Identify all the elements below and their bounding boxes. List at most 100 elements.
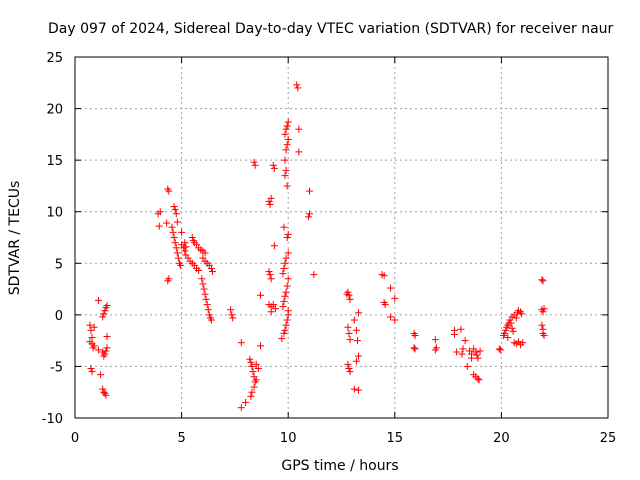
data-point — [539, 329, 547, 337]
data-point — [431, 336, 439, 344]
data-point — [228, 311, 236, 319]
data-point — [283, 282, 291, 290]
data-point — [163, 219, 171, 227]
data-point — [507, 319, 515, 327]
x-axis-label: GPS time / hours — [281, 458, 398, 474]
data-point — [266, 200, 274, 208]
data-point — [283, 122, 291, 130]
data-point — [237, 339, 245, 347]
y-tick-label: -5 — [50, 360, 63, 375]
data-point — [279, 303, 287, 311]
data-point — [271, 305, 279, 313]
data-point — [172, 244, 180, 252]
data-point — [495, 345, 503, 353]
data-point — [270, 164, 278, 172]
data-point — [293, 81, 301, 89]
data-point — [538, 321, 546, 329]
data-point — [281, 259, 289, 267]
data-point — [518, 310, 526, 318]
data-point — [502, 326, 510, 334]
data-point — [247, 392, 255, 400]
data-point — [199, 280, 207, 288]
data-point — [344, 360, 352, 368]
data-point — [102, 347, 110, 355]
data-point — [539, 277, 547, 285]
data-point — [101, 307, 109, 315]
data-point — [387, 313, 395, 321]
data-point — [188, 234, 196, 241]
data-point — [463, 362, 471, 370]
data-point — [411, 331, 419, 339]
data-point — [350, 385, 358, 393]
data-point — [380, 272, 388, 280]
data-point — [102, 391, 110, 399]
data-point — [195, 267, 203, 275]
data-point — [458, 350, 466, 358]
data-point — [345, 364, 353, 372]
data-point — [279, 270, 287, 278]
data-point — [267, 308, 275, 316]
data-point — [227, 306, 235, 314]
data-point — [453, 348, 461, 356]
data-point — [266, 271, 274, 279]
data-point — [391, 294, 399, 302]
x-tick-label: 25 — [600, 431, 617, 446]
data-point — [496, 346, 504, 354]
data-point — [431, 346, 439, 354]
data-point — [391, 316, 399, 324]
data-point — [411, 345, 419, 353]
data-point — [156, 208, 164, 216]
y-tick-label: 10 — [46, 206, 63, 221]
data-point — [94, 296, 102, 304]
data-point — [283, 316, 291, 324]
data-point — [281, 130, 289, 138]
data-point — [344, 323, 352, 331]
y-tick-label: 25 — [46, 51, 63, 66]
data-point — [229, 314, 237, 322]
data-point — [170, 203, 178, 211]
data-point — [282, 146, 290, 154]
data-point — [200, 285, 208, 293]
data-point — [173, 249, 181, 257]
data-point — [283, 141, 291, 149]
data-point — [294, 84, 302, 92]
data-point — [86, 338, 94, 346]
data-point — [355, 309, 363, 317]
x-tick-label: 5 — [177, 431, 185, 446]
data-point — [284, 136, 292, 144]
data-point — [284, 118, 292, 126]
data-point — [509, 327, 517, 335]
data-point — [270, 242, 278, 250]
data-point — [504, 334, 512, 342]
data-point — [501, 329, 509, 337]
data-point — [252, 376, 260, 384]
data-point — [306, 187, 314, 195]
data-point — [87, 364, 95, 372]
data-point — [169, 228, 177, 236]
data-point — [201, 249, 209, 257]
data-point — [284, 249, 292, 257]
data-point — [237, 404, 245, 412]
data-point — [202, 295, 210, 303]
data-point — [88, 368, 96, 376]
data-point — [457, 325, 465, 333]
data-point — [209, 268, 217, 276]
data-point — [473, 351, 481, 359]
data-point — [310, 271, 318, 279]
data-point — [540, 305, 548, 313]
data-point — [248, 362, 256, 370]
data-point — [172, 210, 180, 218]
data-point — [282, 166, 290, 174]
data-point — [252, 360, 260, 368]
data-point — [256, 342, 264, 350]
data-point — [250, 158, 258, 166]
data-point — [269, 161, 277, 169]
data-points — [86, 81, 548, 412]
data-point — [353, 337, 361, 345]
data-point — [450, 330, 458, 338]
data-point — [283, 234, 291, 241]
data-point — [204, 306, 212, 314]
x-tick-label: 10 — [280, 431, 297, 446]
chart-title: Day 097 of 2024, Sidereal Day-to-day VTE… — [48, 21, 614, 37]
